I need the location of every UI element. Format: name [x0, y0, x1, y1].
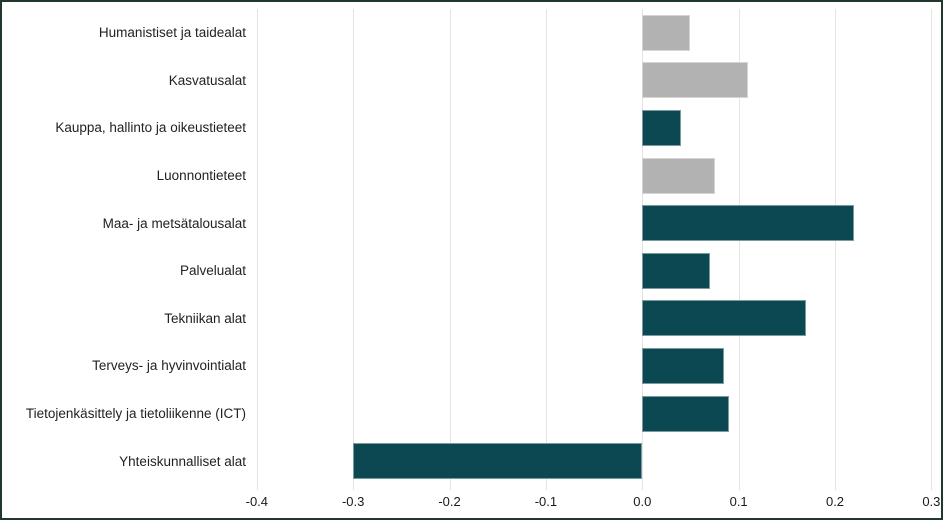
- gridline: [449, 9, 451, 490]
- bar-9: [642, 395, 729, 432]
- bar-3: [642, 109, 681, 146]
- x-tick-label: -0.3: [341, 494, 365, 509]
- bar-rows: [252, 9, 941, 485]
- bar-7: [642, 300, 807, 337]
- category-label: Kauppa, hallinto ja oikeustieteet: [55, 120, 246, 136]
- gridline: [256, 9, 258, 490]
- bar-row: [252, 390, 941, 438]
- bar-row: [252, 342, 941, 390]
- x-tick-label: 0.3: [922, 494, 941, 509]
- gridlines: [252, 9, 941, 490]
- category-label: Tietojenkäsittely ja tietoliikenne (ICT): [25, 406, 246, 422]
- x-tick-label: -0.1: [534, 494, 558, 509]
- gridline: [642, 9, 644, 490]
- bar-4: [642, 157, 715, 194]
- bar-row: [252, 57, 941, 105]
- plot-area: -0.4 -0.3 -0.2 -0.1 0.0 0.1 0.2 0.3: [246, 2, 941, 518]
- x-tick-label: -0.2: [438, 494, 461, 509]
- x-tick-label: 0.1: [729, 494, 748, 509]
- gridline: [931, 9, 933, 490]
- x-tick-label: 0.0: [633, 494, 652, 509]
- bar-2: [642, 62, 749, 99]
- bar-8: [642, 347, 725, 384]
- bar-row: [252, 295, 941, 343]
- category-label: Yhteiskunnalliset alat: [119, 453, 246, 469]
- bar-row: [252, 152, 941, 200]
- bar-row: [252, 9, 941, 57]
- bar-row: [252, 199, 941, 247]
- category-axis: Humanistiset ja taidealat Kasvatusalat Kau…: [2, 9, 252, 485]
- x-tick-label: 0.2: [825, 494, 845, 509]
- category-label: Terveys- ja hyvinvointialat: [92, 358, 246, 374]
- bar-row: [252, 247, 941, 295]
- category-label: Kasvatusalat: [168, 72, 246, 88]
- bar-6: [642, 252, 710, 289]
- category-label: Palvelualat: [179, 263, 246, 279]
- bar-row: [252, 104, 941, 152]
- bar-row: [252, 437, 941, 485]
- gridline: [835, 9, 836, 490]
- x-axis: -0.4 -0.3 -0.2 -0.1 0.0 0.1 0.2 0.3: [246, 492, 941, 516]
- category-label: Luonnontieteet: [156, 168, 246, 184]
- category-label: Maa- ja metsätalousalat: [102, 215, 246, 231]
- category-label: Humanistiset ja taidealat: [98, 25, 246, 41]
- category-label: Tekniikan alat: [164, 310, 246, 326]
- bar-1: [642, 14, 691, 51]
- gridline: [545, 9, 547, 490]
- x-tick-label: -0.4: [245, 494, 269, 509]
- gridline: [738, 9, 740, 490]
- bar-10: [353, 443, 643, 480]
- bar-5: [642, 205, 855, 242]
- gridline: [353, 9, 355, 490]
